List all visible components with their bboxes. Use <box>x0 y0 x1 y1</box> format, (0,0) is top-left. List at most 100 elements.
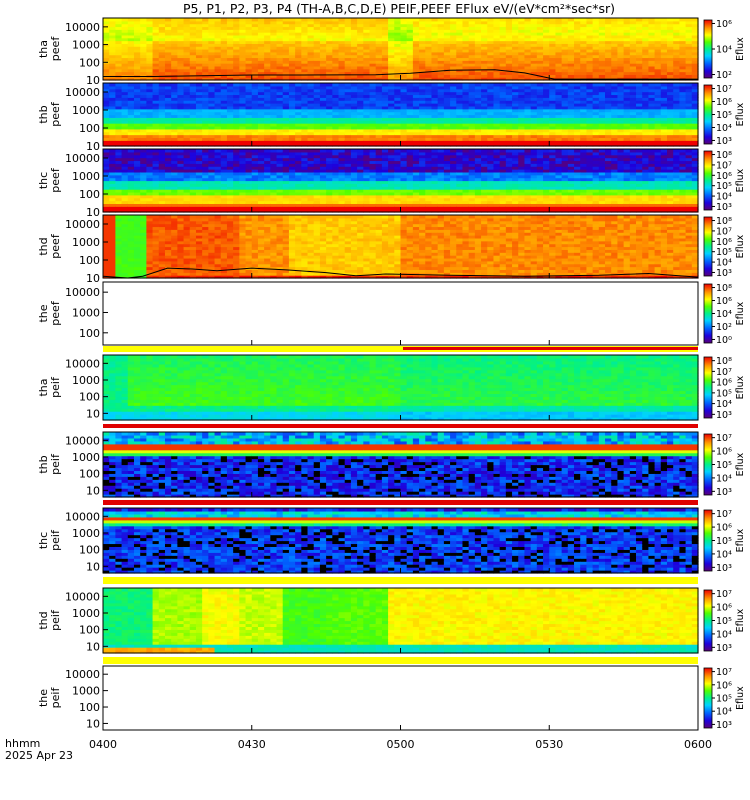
spectrogram-bin <box>456 46 464 50</box>
spectrogram-bin <box>288 23 296 28</box>
spectrogram-bin <box>518 74 526 78</box>
spectrogram-bin <box>450 18 457 22</box>
spectrogram-bin <box>580 63 588 67</box>
spectrogram-bin <box>245 68 253 73</box>
spectrogram-bin <box>171 43 178 47</box>
spectrogram-bin <box>629 65 637 70</box>
spectrogram-bin <box>388 77 395 81</box>
spectrogram-bin <box>152 60 160 64</box>
spectrogram-bin <box>127 37 135 42</box>
spectrogram-bin <box>220 83 228 87</box>
spectrogram-bin <box>164 54 172 59</box>
spectrogram-bin <box>127 20 135 25</box>
spectrogram-bin <box>121 71 129 75</box>
spectrogram-bin <box>344 71 352 75</box>
spectrogram-bin <box>580 83 588 87</box>
spectrogram-bin <box>133 40 141 44</box>
spectrogram-bin <box>115 43 123 47</box>
spectrogram-bin <box>400 49 408 53</box>
spectrogram-bin <box>171 32 178 36</box>
spectrogram-bin <box>307 77 315 81</box>
spectrogram-bin <box>332 26 340 30</box>
spectrogram-bin <box>437 77 445 81</box>
spectrogram-bin <box>474 26 482 30</box>
spectrogram-bin <box>121 77 129 81</box>
spectrogram-bin <box>220 71 228 75</box>
spectrogram-bin <box>171 51 178 56</box>
spectrogram-bin <box>493 83 501 87</box>
spectrogram-bin <box>437 32 445 36</box>
spectrogram-bin <box>425 51 433 56</box>
spectrogram-bin <box>400 65 408 70</box>
spectrogram-bin <box>648 51 656 56</box>
spectrogram-bin <box>543 65 550 70</box>
spectrogram-bin <box>499 32 507 36</box>
spectrogram-bin <box>598 40 606 44</box>
spectrogram-bin <box>394 46 402 50</box>
spectrogram-bin <box>344 65 352 70</box>
spectrogram-bin <box>295 29 302 33</box>
spectrogram-bin <box>220 43 228 47</box>
spectrogram-bin <box>127 46 135 50</box>
spectrogram-bin <box>629 74 637 78</box>
spectrogram-bin <box>443 54 451 59</box>
spectrogram-bin <box>555 49 563 53</box>
spectrogram-bin <box>456 83 464 87</box>
spectrogram-bin <box>226 74 234 78</box>
spectrogram-bin <box>202 18 209 22</box>
spectrogram-bin <box>679 83 687 87</box>
spectrogram-bin <box>654 18 662 22</box>
spectrogram-bin <box>363 23 371 28</box>
spectrogram-bin <box>574 37 581 42</box>
spectrogram-bin <box>586 51 594 56</box>
spectrogram-bin <box>226 29 234 33</box>
spectrogram-bin <box>264 65 271 70</box>
spectrogram-bin <box>189 49 197 53</box>
spectrogram-bin <box>518 20 526 25</box>
spectrogram-bin <box>481 20 488 25</box>
spectrogram-bin <box>431 51 439 56</box>
spectrogram-bin <box>152 26 160 30</box>
spectrogram-bin <box>295 54 302 59</box>
spectrogram-bin <box>202 20 209 25</box>
spectrogram-bin <box>555 37 563 42</box>
spectrogram-bin <box>369 29 377 33</box>
spectrogram-bin <box>127 65 135 70</box>
spectrogram-bin <box>264 29 271 33</box>
spectrogram-bin <box>363 74 371 78</box>
spectrogram-bin <box>233 68 240 73</box>
spectrogram-bin <box>171 26 178 30</box>
spectrogram-bin <box>499 26 507 30</box>
spectrogram-bin <box>152 29 160 33</box>
spectrogram-bin <box>629 63 637 67</box>
spectrogram-bin <box>189 68 197 73</box>
spectrogram-bin <box>158 43 166 47</box>
spectrogram-bin <box>617 83 625 87</box>
spectrogram-bin <box>369 74 377 78</box>
spectrogram-bin <box>177 18 185 22</box>
spectrogram-bin <box>524 20 532 25</box>
spectrogram-bin <box>567 71 575 75</box>
spectrogram-bin <box>524 63 532 67</box>
spectrogram-bin <box>636 65 643 70</box>
spectrogram-bin <box>512 20 519 25</box>
spectrogram-bin <box>505 34 513 39</box>
spectrogram-bin <box>171 34 178 39</box>
spectrogram-bin <box>574 60 581 64</box>
spectrogram-bin <box>462 34 470 39</box>
spectrogram-bin <box>226 20 234 25</box>
spectrogram-bin <box>257 46 265 50</box>
spectrogram-bin <box>388 74 395 78</box>
spectrogram-bin <box>109 18 116 22</box>
spectrogram-bin <box>326 60 333 64</box>
spectrogram-bin <box>388 71 395 75</box>
spectrogram-bin <box>326 20 333 25</box>
spectrogram-bin <box>363 26 371 30</box>
spectrogram-bin <box>152 37 160 42</box>
spectrogram-bin <box>394 29 402 33</box>
spectrogram-bin <box>220 63 228 67</box>
spectrogram-bin <box>629 40 637 44</box>
spectrogram-bin <box>574 18 581 22</box>
spectrogram-bin <box>326 68 333 73</box>
spectrogram-bin <box>481 54 488 59</box>
